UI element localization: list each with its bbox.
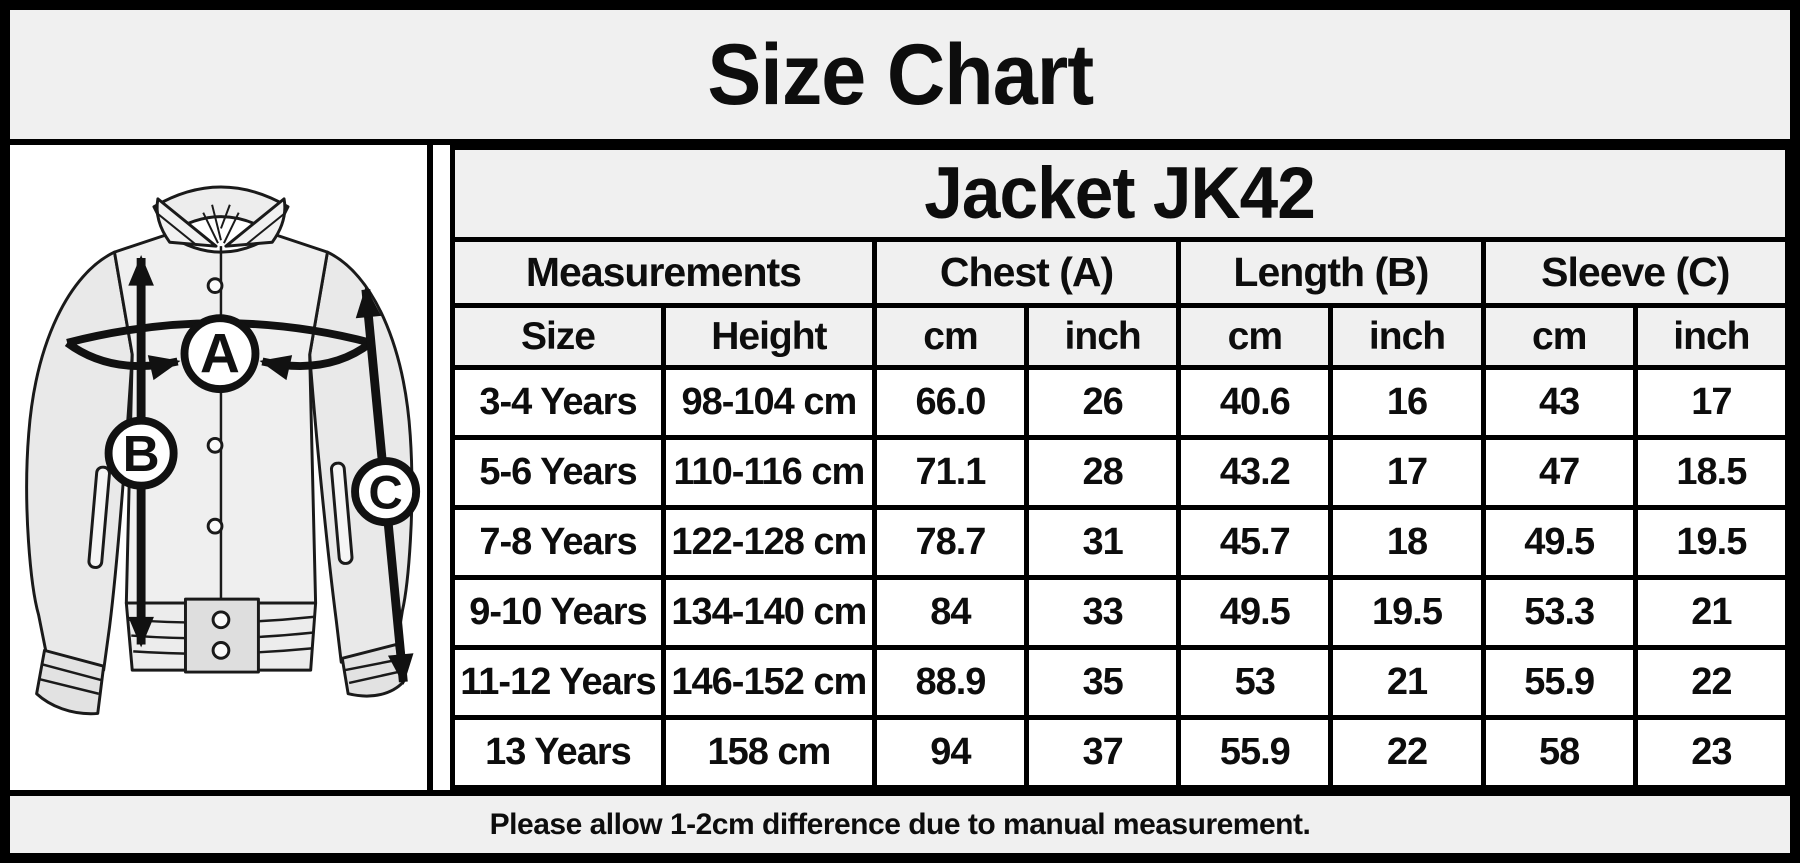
table-row: 3-4 Years 98-104 cm 66.0 26 40.6 16 43 1… [450,365,1791,440]
chest-cm-cell: 78.7 [871,505,1030,580]
subheader-chest-cm: cm [871,303,1030,370]
table-row: 11-12 Years 146-152 cm 88.9 35 53 21 55.… [450,645,1791,720]
sleeve-inch-cell: 22 [1632,645,1791,720]
chest-cm-cell: 88.9 [871,645,1030,720]
height-cell: 146-152 cm [660,645,877,720]
chest-label-badge: A [180,314,260,394]
size-cell: 11-12 Years [450,645,666,720]
chest-cm-cell: 71.1 [871,435,1030,510]
chest-inch-cell: 35 [1024,645,1182,720]
sleeve-cm-cell: 58 [1480,715,1638,790]
subheader-sleeve-inch: inch [1632,303,1791,370]
size-cell: 13 Years [450,715,666,790]
sleeve-inch-cell: 19.5 [1632,505,1791,580]
length-cm-cell: 40.6 [1176,365,1334,440]
sleeve-cm-cell: 53.3 [1480,575,1638,650]
subheader-chest-inch: inch [1024,303,1182,370]
measurement-note: Please allow 1-2cm difference due to man… [489,807,1311,841]
length-inch-cell: 21 [1328,645,1486,720]
length-label-badge: B [104,416,178,490]
length-label: B [123,425,160,482]
length-inch-cell: 22 [1328,715,1486,790]
size-table: Jacket JK42 Measurements Chest (A) Lengt… [450,145,1791,790]
product-header-row: Jacket JK42 [450,145,1790,242]
chest-cm-cell: 66.0 [871,365,1030,440]
group-header-length: Length (B) [1176,237,1486,308]
subheader-length-cm: cm [1176,303,1334,370]
size-cell: 3-4 Years [450,365,666,440]
group-header-measurements: Measurements [450,237,877,308]
group-header-sleeve: Sleeve (C) [1480,237,1791,308]
table-row: 9-10 Years 134-140 cm 84 33 49.5 19.5 53… [450,575,1791,650]
footer-band: Please allow 1-2cm difference due to man… [10,796,1790,853]
height-cell: 158 cm [660,715,877,790]
height-cell: 122-128 cm [660,505,877,580]
group-header-chest: Chest (A) [871,237,1182,308]
column-group-header-row: Measurements Chest (A) Length (B) Sleeve… [450,237,1791,308]
chest-cm-cell: 84 [871,575,1030,650]
chest-inch-cell: 31 [1024,505,1182,580]
subheader-sleeve-cm: cm [1480,303,1638,370]
chest-inch-cell: 33 [1024,575,1182,650]
jacket-front-opening [206,246,224,600]
jacket-collar [152,185,290,248]
sleeve-label: C [369,466,403,519]
height-cell: 98-104 cm [660,365,877,440]
sleeve-cm-cell: 43 [1480,365,1638,440]
table-row: 7-8 Years 122-128 cm 78.7 31 45.7 18 49.… [450,505,1791,580]
sleeve-inch-cell: 18.5 [1632,435,1791,510]
sleeve-label-badge: C [351,457,421,527]
column-subheader-row: Size Height cm inch cm inch cm inch [450,303,1791,370]
product-title-text: Jacket JK42 [924,153,1317,234]
sleeve-inch-cell: 21 [1632,575,1791,650]
table-row: 13 Years 158 cm 94 37 55.9 22 58 23 [450,715,1791,790]
chest-inch-cell: 28 [1024,435,1182,510]
length-cm-cell: 43.2 [1176,435,1334,510]
length-inch-cell: 16 [1328,365,1486,440]
table-row: 5-6 Years 110-116 cm 71.1 28 43.2 17 47 … [450,435,1791,510]
chest-inch-cell: 37 [1024,715,1182,790]
jacket-waistband [124,597,318,674]
subheader-length-inch: inch [1328,303,1486,370]
chest-cm-cell: 94 [871,715,1030,790]
length-inch-cell: 18 [1328,505,1486,580]
height-cell: 110-116 cm [660,435,877,510]
chest-label: A [200,322,240,384]
length-cm-cell: 53 [1176,645,1334,720]
sleeve-inch-cell: 23 [1632,715,1791,790]
sleeve-inch-cell: 17 [1632,365,1791,440]
jacket-pockets [87,461,354,569]
length-cm-cell: 49.5 [1176,575,1334,650]
page-title: Size Chart [707,26,1094,123]
length-inch-cell: 17 [1328,435,1486,510]
sleeve-cm-cell: 55.9 [1480,645,1638,720]
jacket-panel: A B C [10,145,433,790]
jacket-measurement-diagram: A B C [25,185,421,716]
length-inch-cell: 19.5 [1328,575,1486,650]
size-cell: 7-8 Years [450,505,666,580]
sleeve-cm-cell: 47 [1480,435,1638,510]
product-title: Jacket JK42 [450,145,1790,242]
size-cell: 5-6 Years [450,435,666,510]
table-panel: Jacket JK42 Measurements Chest (A) Lengt… [450,145,1791,790]
height-cell: 134-140 cm [660,575,877,650]
length-cm-cell: 55.9 [1176,715,1334,790]
sleeve-cm-cell: 49.5 [1480,505,1638,580]
chest-inch-cell: 26 [1024,365,1182,440]
length-cm-cell: 45.7 [1176,505,1334,580]
size-cell: 9-10 Years [450,575,666,650]
subheader-size: Size [450,303,666,370]
main-region: A B C [10,145,1791,790]
panel-gutter [433,145,450,790]
subheader-height: Height [660,303,877,370]
title-band: Size Chart [10,10,1790,139]
